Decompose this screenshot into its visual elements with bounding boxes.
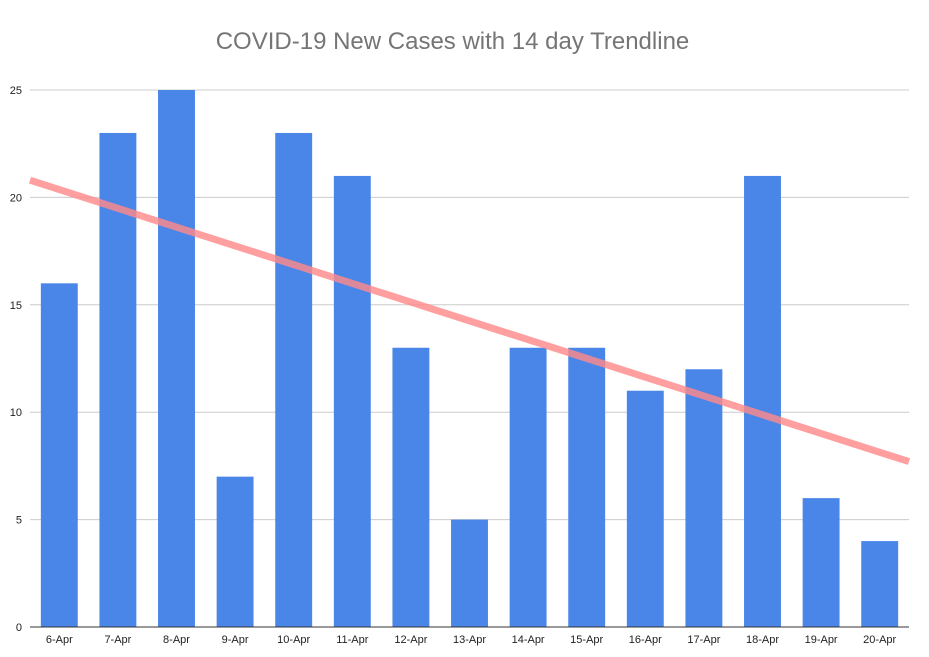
bar xyxy=(509,347,547,627)
x-tick-label: 14-Apr xyxy=(512,634,545,646)
bar xyxy=(40,283,78,627)
bar xyxy=(861,541,899,627)
y-tick-label: 15 xyxy=(10,300,22,312)
y-tick-label: 10 xyxy=(10,407,22,419)
x-tick-label: 10-Apr xyxy=(277,634,310,646)
x-tick-label: 8-Apr xyxy=(163,634,190,646)
bar xyxy=(275,132,313,627)
x-tick-label: 6-Apr xyxy=(46,634,73,646)
x-tick-label: 7-Apr xyxy=(104,634,131,646)
bar xyxy=(626,390,664,627)
x-axis-ticks: 6-Apr 7-Apr 8-Apr 9-Apr 10-Apr 11-Apr 12-Apr 13… xyxy=(46,634,897,646)
trendline xyxy=(28,176,911,465)
bar xyxy=(216,476,254,627)
bars xyxy=(40,90,899,628)
x-tick-label: 11-Apr xyxy=(336,634,369,646)
x-tick-label: 16-Apr xyxy=(629,634,662,646)
x-tick-label: 13-Apr xyxy=(453,634,486,646)
x-tick-label: 12-Apr xyxy=(394,634,427,646)
y-tick-label: 20 xyxy=(10,192,22,204)
y-axis-ticks: 0 5 10 15 20 25 xyxy=(10,85,22,634)
bar xyxy=(451,519,488,627)
bar xyxy=(158,90,195,627)
bar xyxy=(333,175,371,628)
y-tick-label: 0 xyxy=(16,622,22,634)
x-tick-label: 17-Apr xyxy=(687,634,720,646)
x-tick-label: 18-Apr xyxy=(746,634,779,646)
x-tick-label: 20-Apr xyxy=(863,634,896,646)
bar xyxy=(685,369,723,627)
x-tick-label: 19-Apr xyxy=(805,634,838,646)
x-tick-label: 9-Apr xyxy=(222,634,249,646)
bar xyxy=(744,175,781,628)
y-tick-label: 5 xyxy=(16,515,22,527)
chart-title: COVID-19 New Cases with 14 day Trendline xyxy=(215,28,690,55)
bar xyxy=(802,498,840,627)
bar xyxy=(568,347,606,627)
x-tick-label: 15-Apr xyxy=(570,634,603,646)
trendline-layer xyxy=(28,176,911,465)
bar xyxy=(392,347,430,627)
y-tick-label: 25 xyxy=(10,85,22,97)
